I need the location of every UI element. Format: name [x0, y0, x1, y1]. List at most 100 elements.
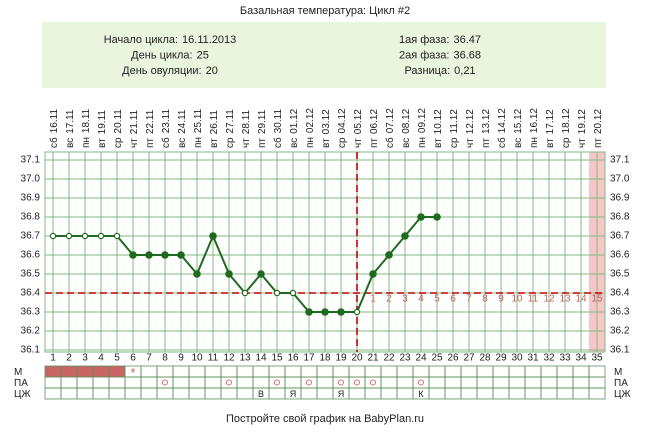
info-label: Начало цикла:: [104, 34, 178, 46]
day-number: 35: [591, 353, 603, 364]
luteal-day: 6: [450, 294, 456, 305]
y-tick-label: 37.1: [21, 155, 41, 166]
luteal-day: 1: [370, 294, 376, 305]
row-circle: [338, 379, 344, 386]
row-label-right: ПА: [614, 378, 628, 389]
date: 25.11: [193, 108, 204, 133]
luteal-day: 3: [402, 294, 408, 305]
date: 17.12: [545, 109, 556, 134]
weekday: чт: [465, 138, 476, 148]
y-tick-label-right: 37.0: [610, 174, 630, 185]
day-number: 14: [255, 353, 267, 364]
date: 02.12: [305, 108, 316, 133]
luteal-day: 5: [434, 294, 440, 305]
weekday: сб: [272, 137, 284, 148]
date: 07.12: [385, 108, 396, 133]
weekday: вт: [545, 138, 556, 148]
temperature-point: [225, 270, 233, 278]
day-number: 2: [66, 353, 72, 364]
y-tick-label-right: 36.7: [610, 231, 630, 242]
date-label: пн 18.11: [81, 108, 92, 148]
temperature-point: [193, 270, 201, 278]
date: 04.12: [337, 108, 348, 133]
row-label-right: ЦЖ: [614, 389, 631, 400]
temperature-point: [289, 289, 297, 297]
info-value: 36.47: [453, 34, 481, 46]
date: 11.12: [449, 109, 460, 134]
row-label-right: М: [614, 367, 622, 378]
menstruation-cell: [45, 366, 61, 377]
row-circle: [306, 379, 312, 386]
date-label: ср 18.12: [561, 108, 572, 148]
row-cell: [588, 387, 606, 400]
plot-frame: [44, 151, 606, 353]
row-circle: [162, 379, 168, 386]
day-number: 4: [98, 353, 104, 364]
menstruation-cell: [61, 366, 77, 377]
weekday: вт: [433, 138, 444, 148]
date-label: пт 29.11: [257, 109, 268, 148]
temperature-point: [433, 213, 441, 221]
day-number: 9: [178, 353, 184, 364]
day-number: 20: [351, 353, 363, 364]
day-number: 6: [130, 353, 136, 364]
day-number: 34: [575, 353, 587, 364]
date: 19.11: [97, 110, 108, 135]
row-note: Я: [338, 389, 345, 399]
date-label: пн 02.12: [305, 108, 316, 148]
date-label: чт 21.11: [129, 109, 140, 148]
temperature-point: [385, 251, 393, 259]
date: 01.12: [289, 108, 300, 133]
day-number: 17: [303, 353, 315, 364]
temperature-point: [417, 213, 425, 221]
weekday: вт: [321, 138, 332, 148]
luteal-day: 15: [591, 294, 603, 305]
temperature-point: [401, 232, 409, 240]
day-number: 32: [543, 353, 555, 364]
row-note: Я: [290, 389, 297, 399]
day-number: 16: [287, 353, 299, 364]
info-value: 20: [206, 65, 218, 77]
date: 06.12: [369, 109, 380, 134]
weekday: чт: [353, 138, 364, 148]
luteal-day: 2: [386, 294, 392, 305]
day-number: 11: [208, 353, 219, 364]
day-number: 8: [162, 353, 168, 364]
y-tick-label-right: 36.6: [610, 250, 630, 261]
date: 09.12: [417, 108, 428, 133]
y-tick-label-right: 36.9: [610, 193, 630, 204]
weekday: вт: [209, 138, 220, 148]
row-circle: [370, 379, 376, 386]
luteal-day: 10: [511, 294, 523, 305]
row-note: К: [418, 389, 424, 399]
luteal-day: 8: [482, 294, 488, 305]
date-label: ср 27.11: [225, 109, 236, 148]
temperature-point: [161, 251, 169, 259]
y-tick-label: 36.1: [21, 345, 41, 356]
day-number: 28: [479, 353, 491, 364]
date: 28.11: [241, 109, 252, 134]
day-number: 3: [82, 353, 88, 364]
luteal-day: 11: [528, 294, 539, 305]
temperature-point: [209, 232, 217, 240]
date: 20.11: [113, 109, 124, 134]
date: 23.11: [161, 109, 172, 134]
row-circle: [354, 379, 360, 386]
row-note: *: [130, 365, 135, 380]
date: 05.12: [353, 109, 364, 134]
temperature-point: [49, 232, 57, 240]
weekday: вс: [177, 138, 188, 148]
date: 24.11: [177, 109, 188, 134]
temperature-point: [177, 251, 185, 259]
day-number: 10: [191, 353, 203, 364]
menstruation-cell: [77, 366, 93, 377]
weekday: пт: [257, 138, 268, 148]
day-number: 15: [271, 353, 283, 364]
weekday: чт: [577, 138, 588, 148]
y-tick-label: 36.9: [21, 193, 41, 204]
date: 21.11: [129, 109, 140, 134]
date-label: вс 01.12: [289, 108, 300, 148]
date-label: вт 26.11: [209, 110, 220, 148]
chart-title: Базальная температура: Цикл #2: [240, 5, 410, 17]
menstruation-cell: [109, 366, 125, 377]
